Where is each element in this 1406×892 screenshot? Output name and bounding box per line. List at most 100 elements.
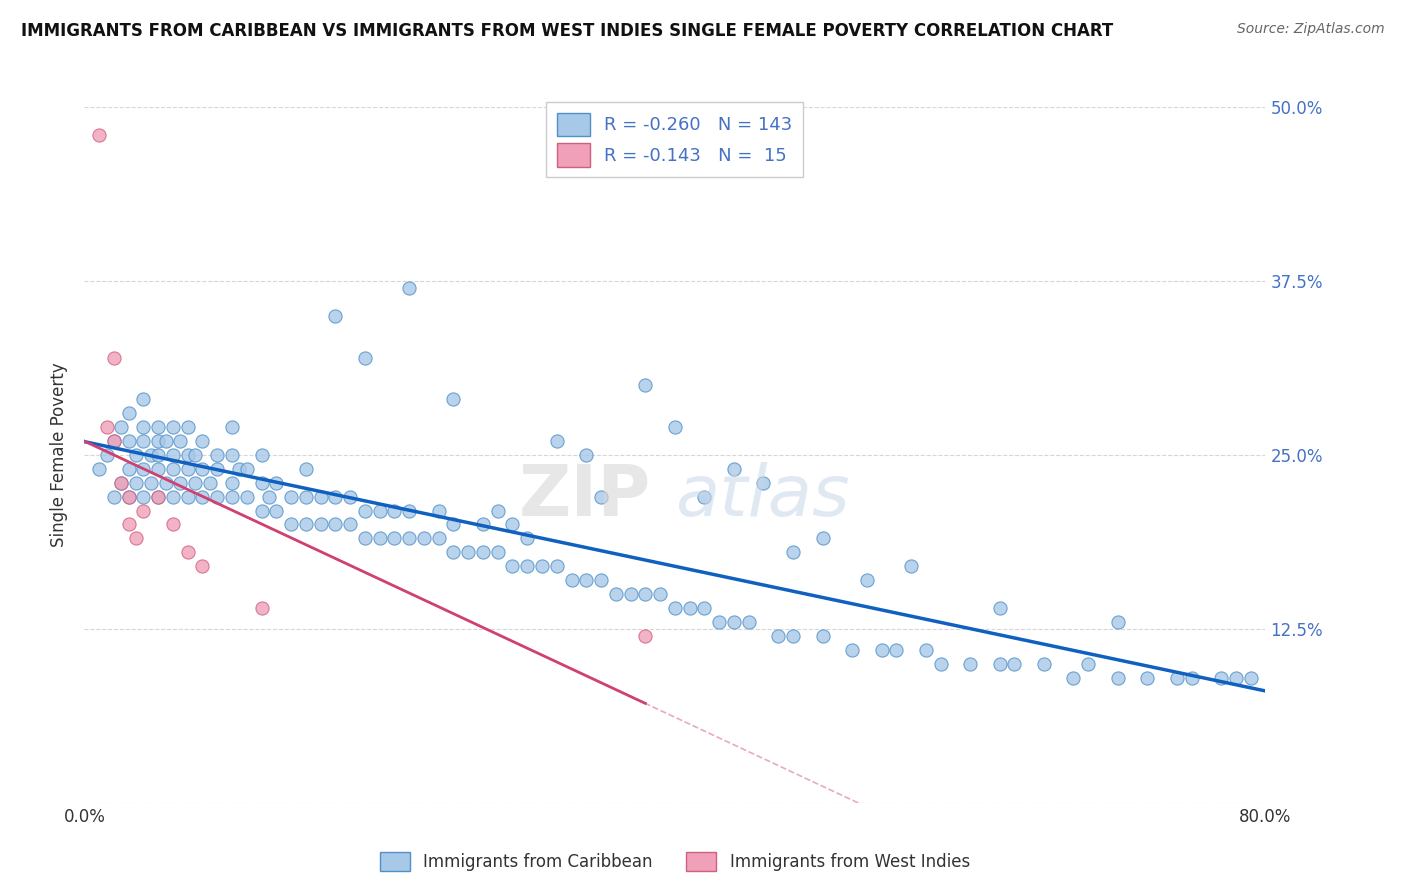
Point: [354, 351, 377, 365]
Point: [132, 392, 155, 407]
Point: [205, 462, 228, 476]
Point: [1107, 615, 1129, 629]
Point: [323, 309, 347, 323]
Point: [162, 420, 184, 434]
Point: [89, 462, 111, 476]
Point: [1166, 671, 1188, 685]
Point: [1077, 657, 1099, 671]
Point: [118, 517, 141, 532]
Point: [486, 503, 509, 517]
Point: [501, 517, 523, 532]
Point: [546, 434, 568, 448]
Point: [191, 434, 214, 448]
Point: [398, 281, 420, 295]
Point: [132, 434, 155, 448]
Point: [198, 475, 221, 490]
Point: [250, 503, 273, 517]
Point: [118, 490, 141, 504]
Point: [457, 545, 479, 559]
Point: [110, 475, 132, 490]
Point: [184, 448, 207, 462]
Point: [323, 490, 347, 504]
Point: [472, 545, 495, 559]
Point: [177, 420, 200, 434]
Point: [148, 420, 170, 434]
Point: [257, 490, 280, 504]
Point: [221, 490, 243, 504]
Point: [221, 448, 243, 462]
Point: [96, 420, 118, 434]
Point: [619, 587, 641, 601]
Point: [89, 128, 111, 142]
Text: atlas: atlas: [675, 462, 849, 531]
Point: [914, 642, 936, 657]
Point: [1240, 671, 1263, 685]
Point: [782, 629, 804, 643]
Point: [184, 475, 207, 490]
Point: [132, 420, 155, 434]
Point: [110, 420, 132, 434]
Point: [103, 351, 125, 365]
Point: [139, 448, 162, 462]
Point: [228, 462, 250, 476]
Point: [169, 475, 191, 490]
Point: [250, 448, 273, 462]
Point: [264, 475, 288, 490]
Point: [693, 601, 716, 615]
Point: [648, 587, 672, 601]
Point: [177, 448, 200, 462]
Point: [929, 657, 952, 671]
Point: [1136, 671, 1159, 685]
Point: [155, 434, 177, 448]
Point: [1063, 671, 1085, 685]
Point: [605, 587, 627, 601]
Point: [177, 545, 200, 559]
Point: [148, 490, 170, 504]
Point: [530, 559, 553, 574]
Point: [250, 475, 273, 490]
Point: [516, 532, 538, 546]
Point: [221, 475, 243, 490]
Point: [125, 475, 148, 490]
Point: [148, 448, 170, 462]
Point: [162, 517, 184, 532]
Point: [132, 462, 155, 476]
Point: [664, 601, 686, 615]
Point: [427, 532, 450, 546]
Point: [768, 629, 790, 643]
Point: [709, 615, 731, 629]
Point: [118, 434, 141, 448]
Point: [309, 490, 332, 504]
Point: [96, 448, 118, 462]
Point: [886, 642, 908, 657]
Point: [560, 573, 583, 587]
Point: [103, 434, 125, 448]
Point: [382, 503, 406, 517]
Point: [354, 532, 377, 546]
Legend: Immigrants from Caribbean, Immigrants from West Indies: Immigrants from Caribbean, Immigrants fr…: [374, 846, 976, 878]
Point: [103, 490, 125, 504]
Point: [148, 462, 170, 476]
Point: [738, 615, 761, 629]
Point: [295, 517, 318, 532]
Point: [280, 490, 302, 504]
Point: [678, 601, 700, 615]
Point: [855, 573, 877, 587]
Point: [1209, 671, 1232, 685]
Point: [162, 462, 184, 476]
Point: [634, 587, 657, 601]
Point: [988, 601, 1011, 615]
Point: [591, 573, 613, 587]
Point: [900, 559, 922, 574]
Point: [811, 532, 834, 546]
Point: [250, 601, 273, 615]
Point: [177, 462, 200, 476]
Text: Source: ZipAtlas.com: Source: ZipAtlas.com: [1237, 22, 1385, 37]
Point: [177, 490, 200, 504]
Point: [191, 490, 214, 504]
Point: [148, 490, 170, 504]
Point: [264, 503, 288, 517]
Point: [575, 573, 598, 587]
Point: [413, 532, 436, 546]
Point: [132, 503, 155, 517]
